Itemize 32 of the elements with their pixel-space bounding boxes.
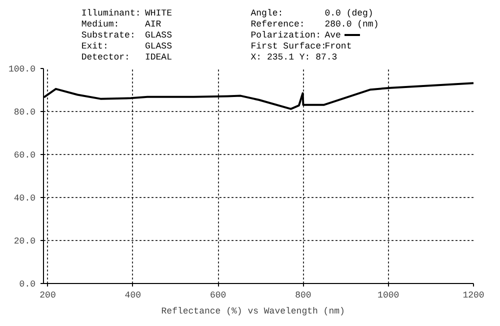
text: First Surface: <box>250 42 326 52</box>
text: Reference: <box>250 20 305 30</box>
text: AIR <box>144 20 162 30</box>
text: Substrate: <box>81 30 136 40</box>
y-tick-label: 80.0 <box>14 108 36 118</box>
y-tick-label: 100.0 <box>8 64 36 74</box>
text: GLASS <box>144 42 172 52</box>
text: Polarization: <box>250 30 321 40</box>
y-tick-label: 20.0 <box>14 236 36 246</box>
text: Angle: <box>250 8 284 18</box>
text: WHITE <box>144 8 172 18</box>
text: Medium: <box>81 20 120 30</box>
text: Front <box>324 42 352 52</box>
legend-label: Ave <box>324 30 341 40</box>
y-tick-label: 60.0 <box>14 150 36 160</box>
text: IDEAL <box>144 52 172 62</box>
x-tick-label: 400 <box>124 290 142 300</box>
y-tick-label: 40.0 <box>14 194 36 204</box>
text: Exit: <box>81 42 108 52</box>
x-tick-label: 600 <box>210 290 226 300</box>
x-axis-title: Reflectance (%) vs Wavelength (nm) <box>161 306 345 316</box>
x-tick-label: 800 <box>295 290 312 300</box>
text: 0.0 (deg) <box>324 8 374 18</box>
text: Detector: <box>81 52 130 62</box>
text: 280.0 (nm) <box>324 20 379 30</box>
y-tick-label: 0.0 <box>19 280 36 290</box>
x-tick-label: 1200 <box>462 290 484 300</box>
text: Illuminant: <box>81 8 141 18</box>
text: X: 235.1 Y: 87.3 <box>250 52 338 62</box>
x-tick-label: 1000 <box>378 290 400 300</box>
x-tick-label: 200 <box>40 290 56 300</box>
text: GLASS <box>144 30 172 40</box>
